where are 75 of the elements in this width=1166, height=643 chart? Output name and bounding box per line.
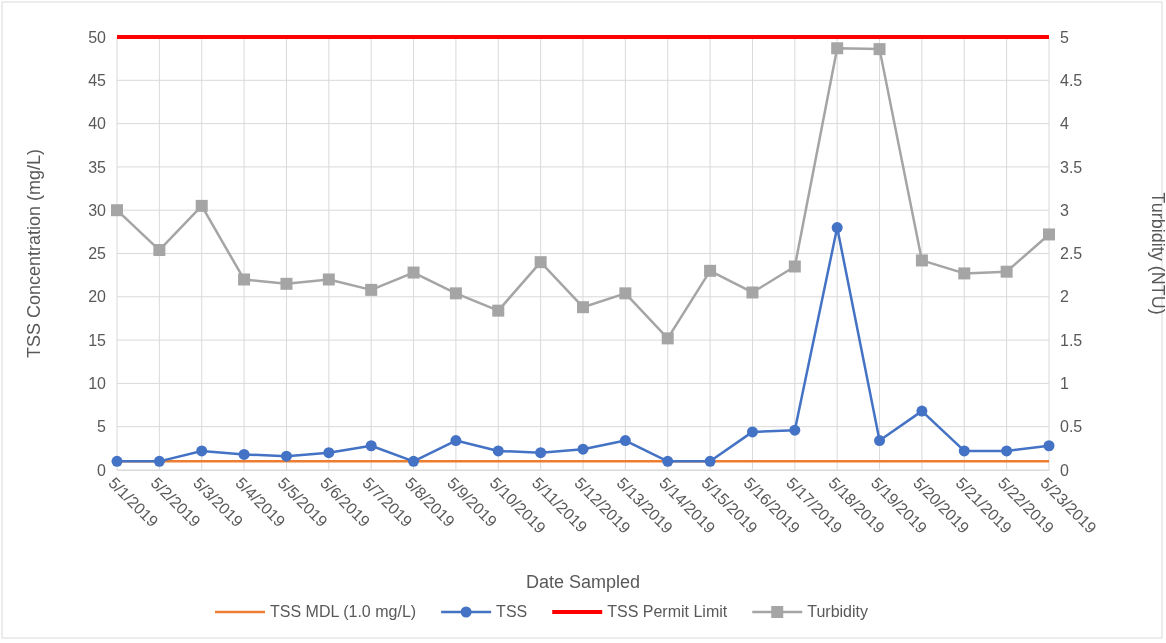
point [492, 445, 504, 457]
point [1001, 445, 1013, 457]
point [322, 273, 335, 286]
point [408, 455, 420, 467]
y-tick-label: 0 [97, 461, 107, 479]
point [534, 256, 547, 269]
y2-axis-title: Turbidity (NTU) [1148, 192, 1166, 315]
point [746, 426, 758, 438]
point [111, 204, 123, 217]
point [831, 222, 843, 234]
point [535, 447, 547, 459]
x-axis-title: Date Sampled [525, 572, 641, 592]
point [407, 266, 420, 279]
point [789, 424, 801, 436]
legend-label: TSS [496, 603, 528, 620]
point [238, 273, 251, 286]
point [958, 445, 970, 457]
point [746, 286, 759, 299]
y2-tick-label: 3.5 [1060, 158, 1083, 176]
point [661, 332, 674, 345]
point [873, 43, 886, 56]
y-tick-label: 5 [97, 418, 107, 436]
point [831, 42, 844, 55]
point [492, 304, 505, 317]
y-tick-label: 35 [88, 158, 107, 176]
y-tick-label: 10 [88, 375, 107, 393]
legend-label: TSS MDL (1.0 mg/L) [270, 603, 417, 620]
y2-tick-label: 0 [1060, 461, 1069, 479]
y2-tick-label: 0.5 [1060, 418, 1083, 436]
point [619, 287, 632, 300]
y2-tick-label: 1.5 [1060, 331, 1083, 349]
y2-tick-label: 5 [1060, 28, 1069, 46]
y2-tick-label: 2 [1060, 288, 1069, 306]
point [619, 435, 631, 447]
point [323, 447, 335, 459]
y-tick-label: 40 [88, 115, 107, 133]
y2-tick-label: 4.5 [1060, 71, 1083, 89]
y-tick-label: 15 [88, 331, 107, 349]
point [1000, 265, 1013, 278]
point [958, 267, 971, 280]
y2-tick-label: 3 [1060, 201, 1069, 219]
legend-label: Turbidity [807, 603, 869, 620]
point [449, 287, 462, 300]
y-axis-title: TSS Concentration (mg/L) [24, 148, 44, 359]
point [365, 440, 377, 452]
y-tick-label: 25 [88, 245, 107, 263]
point [662, 455, 674, 467]
point [1043, 440, 1055, 452]
point [788, 260, 801, 273]
point [874, 435, 886, 447]
legend-label: TSS Permit Limit [607, 603, 728, 620]
point [916, 405, 928, 417]
point [280, 450, 292, 462]
point [153, 455, 165, 467]
point [238, 448, 250, 460]
point [450, 435, 462, 447]
point [704, 455, 716, 467]
y-tick-label: 30 [88, 201, 107, 219]
y2-tick-label: 1 [1060, 375, 1069, 393]
y2-tick-label: 4 [1060, 115, 1069, 133]
point [196, 445, 208, 457]
point [704, 264, 717, 277]
point [195, 199, 208, 212]
y-tick-label: 45 [88, 71, 107, 89]
y-tick-label: 50 [88, 28, 107, 46]
y-tick-label: 20 [88, 288, 107, 306]
point [111, 455, 123, 467]
point [577, 443, 589, 455]
y2-tick-label: 2.5 [1060, 245, 1083, 263]
point [280, 277, 293, 290]
point [1043, 228, 1055, 241]
point [153, 244, 166, 257]
point [915, 254, 928, 267]
point [365, 283, 378, 296]
point [577, 301, 589, 314]
